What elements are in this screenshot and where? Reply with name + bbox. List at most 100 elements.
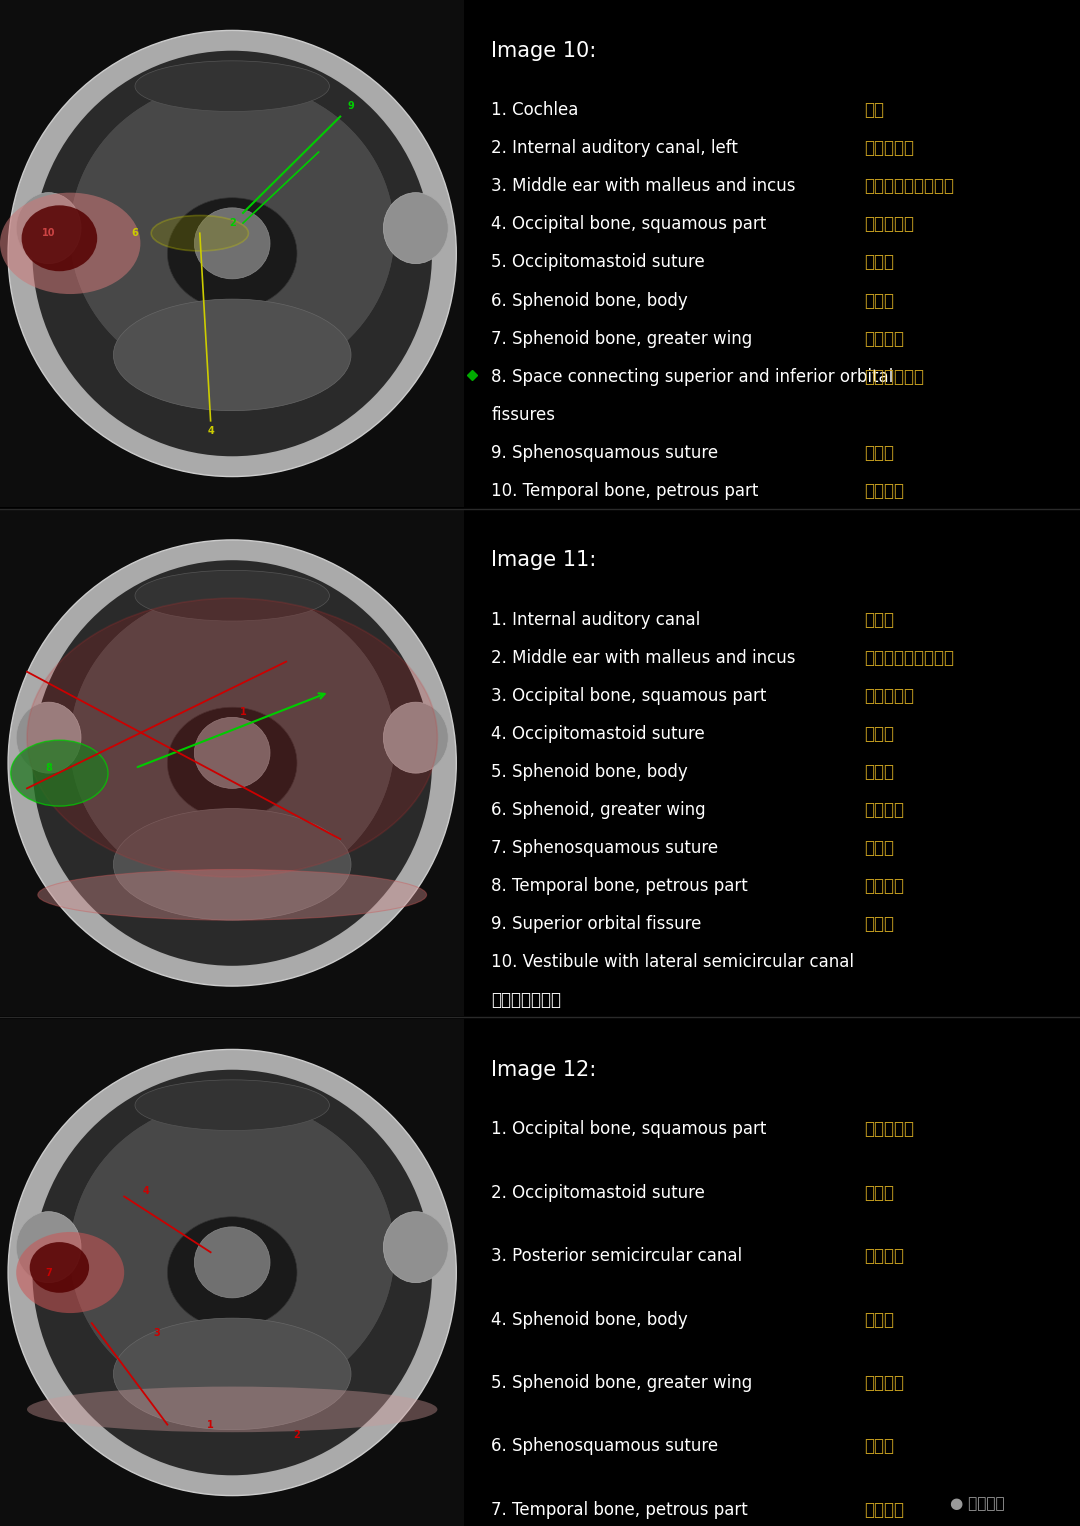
Ellipse shape <box>70 591 394 894</box>
Text: 8. Temporal bone, petrous part: 8. Temporal bone, petrous part <box>491 877 748 896</box>
Text: 中耳内的锤骨与砧骨: 中耳内的锤骨与砧骨 <box>864 177 954 195</box>
Bar <box>0 510 464 1016</box>
Ellipse shape <box>70 1100 394 1404</box>
Ellipse shape <box>27 598 437 877</box>
Text: 内听道，左: 内听道，左 <box>864 139 914 157</box>
Text: 颌骨岩部: 颌骨岩部 <box>864 1500 904 1518</box>
Text: 3. Occipital bone, squamous part: 3. Occipital bone, squamous part <box>491 687 767 705</box>
Ellipse shape <box>167 198 297 310</box>
Text: 后半规管: 后半规管 <box>864 1247 904 1265</box>
Text: 2: 2 <box>229 218 235 227</box>
Ellipse shape <box>16 702 81 774</box>
Text: 9. Superior orbital fissure: 9. Superior orbital fissure <box>491 916 702 932</box>
Text: 蝶骨体: 蝶骨体 <box>864 291 894 310</box>
Text: 10. Temporal bone, petrous part: 10. Temporal bone, petrous part <box>491 482 759 499</box>
Text: 10. Vestibule with lateral semicircular canal: 10. Vestibule with lateral semicircular … <box>491 954 854 971</box>
Text: 1. Occipital bone, squamous part: 1. Occipital bone, squamous part <box>491 1120 767 1138</box>
Ellipse shape <box>135 61 329 111</box>
Text: 10: 10 <box>42 229 55 238</box>
Ellipse shape <box>8 31 456 476</box>
Text: 1: 1 <box>240 708 246 717</box>
Text: 枚乳缝: 枚乳缝 <box>864 1184 894 1202</box>
Text: 8: 8 <box>45 763 52 774</box>
Ellipse shape <box>16 192 81 264</box>
Bar <box>0 1019 464 1526</box>
Text: 2. Internal auditory canal, left: 2. Internal auditory canal, left <box>491 139 739 157</box>
Text: 上下眨裂间隙: 上下眨裂间隙 <box>864 368 924 386</box>
Text: 蝶骨大翄: 蝶骨大翄 <box>864 1373 904 1392</box>
Text: 2: 2 <box>294 1430 300 1439</box>
Text: 枚乳缝: 枚乳缝 <box>864 253 894 272</box>
Text: 9: 9 <box>348 101 354 111</box>
Text: 5. Occipitomastoid suture: 5. Occipitomastoid suture <box>491 253 705 272</box>
Text: 外侧半规管前庭: 外侧半规管前庭 <box>491 992 562 1009</box>
Ellipse shape <box>29 1242 89 1293</box>
Text: 蝶鳞缝: 蝶鳞缝 <box>864 839 894 858</box>
Ellipse shape <box>27 1387 437 1433</box>
Text: 枚乳缝: 枚乳缝 <box>864 725 894 743</box>
Ellipse shape <box>135 1080 329 1131</box>
Text: 眨上裂: 眨上裂 <box>864 916 894 932</box>
Ellipse shape <box>22 206 97 272</box>
Ellipse shape <box>38 870 427 920</box>
Text: 2. Middle ear with malleus and incus: 2. Middle ear with malleus and incus <box>491 649 796 667</box>
Text: 6. Sphenosquamous suture: 6. Sphenosquamous suture <box>491 1437 718 1456</box>
Ellipse shape <box>383 192 448 264</box>
Text: 中耳内的锤骨与砧骨: 中耳内的锤骨与砧骨 <box>864 649 954 667</box>
Text: Image 12:: Image 12: <box>491 1059 596 1079</box>
Ellipse shape <box>16 1231 124 1312</box>
Text: 8. Space connecting superior and inferior orbital: 8. Space connecting superior and inferio… <box>491 368 893 386</box>
Text: 9. Sphenosquamous suture: 9. Sphenosquamous suture <box>491 444 718 461</box>
Ellipse shape <box>113 809 351 920</box>
Text: 4. Sphenoid bone, body: 4. Sphenoid bone, body <box>491 1311 688 1329</box>
Text: 7. Sphenoid bone, greater wing: 7. Sphenoid bone, greater wing <box>491 330 753 348</box>
Text: 蝶骨大翄: 蝶骨大翄 <box>864 330 904 348</box>
Ellipse shape <box>135 571 329 621</box>
Ellipse shape <box>194 717 270 789</box>
Ellipse shape <box>151 215 248 250</box>
Text: 蝶骨体: 蝶骨体 <box>864 1311 894 1329</box>
Text: 3. Posterior semicircular canal: 3. Posterior semicircular canal <box>491 1247 743 1265</box>
Ellipse shape <box>70 81 394 385</box>
Text: 5. Sphenoid bone, body: 5. Sphenoid bone, body <box>491 763 688 781</box>
Text: 枚骨，鳞部: 枚骨，鳞部 <box>864 687 914 705</box>
Ellipse shape <box>113 299 351 410</box>
Ellipse shape <box>11 740 108 806</box>
Text: 颌骨岩部: 颌骨岩部 <box>864 877 904 896</box>
Text: 6. Sphenoid, greater wing: 6. Sphenoid, greater wing <box>491 801 706 819</box>
Ellipse shape <box>32 50 432 456</box>
Bar <box>0 0 464 507</box>
Text: 3: 3 <box>153 1328 160 1338</box>
Text: 颌骨岩部: 颌骨岩部 <box>864 482 904 499</box>
Text: 蝶鳞缝: 蝶鳞缝 <box>864 1437 894 1456</box>
Text: 1: 1 <box>207 1419 214 1430</box>
Ellipse shape <box>383 702 448 774</box>
Text: 4. Occipital bone, squamous part: 4. Occipital bone, squamous part <box>491 215 767 233</box>
Ellipse shape <box>16 1212 81 1283</box>
Ellipse shape <box>383 1212 448 1283</box>
Ellipse shape <box>194 208 270 279</box>
Text: 耳蜗: 耳蜗 <box>864 101 885 119</box>
Ellipse shape <box>0 192 140 295</box>
Text: 2. Occipitomastoid suture: 2. Occipitomastoid suture <box>491 1184 705 1202</box>
Ellipse shape <box>32 560 432 966</box>
Text: 蝶骨大翄: 蝶骨大翄 <box>864 801 904 819</box>
Text: fissures: fissures <box>491 406 555 424</box>
Text: 7. Sphenosquamous suture: 7. Sphenosquamous suture <box>491 839 718 858</box>
Text: 4: 4 <box>207 426 214 436</box>
Text: 6: 6 <box>132 229 138 238</box>
Text: 枚骨，鳞部: 枚骨，鳞部 <box>864 215 914 233</box>
Text: 蝶鳞缝: 蝶鳞缝 <box>864 444 894 461</box>
Ellipse shape <box>194 1227 270 1297</box>
Ellipse shape <box>8 540 456 986</box>
Text: Image 10:: Image 10: <box>491 41 596 61</box>
Text: 内听道: 内听道 <box>864 610 894 629</box>
Text: 5. Sphenoid bone, greater wing: 5. Sphenoid bone, greater wing <box>491 1373 753 1392</box>
Text: ● 昌仁小吴: ● 昌仁小吴 <box>950 1495 1005 1511</box>
Text: 1. Cochlea: 1. Cochlea <box>491 101 579 119</box>
Text: 4. Occipitomastoid suture: 4. Occipitomastoid suture <box>491 725 705 743</box>
Ellipse shape <box>8 1050 456 1495</box>
Ellipse shape <box>167 707 297 819</box>
Text: 1. Internal auditory canal: 1. Internal auditory canal <box>491 610 701 629</box>
Ellipse shape <box>113 1318 351 1430</box>
